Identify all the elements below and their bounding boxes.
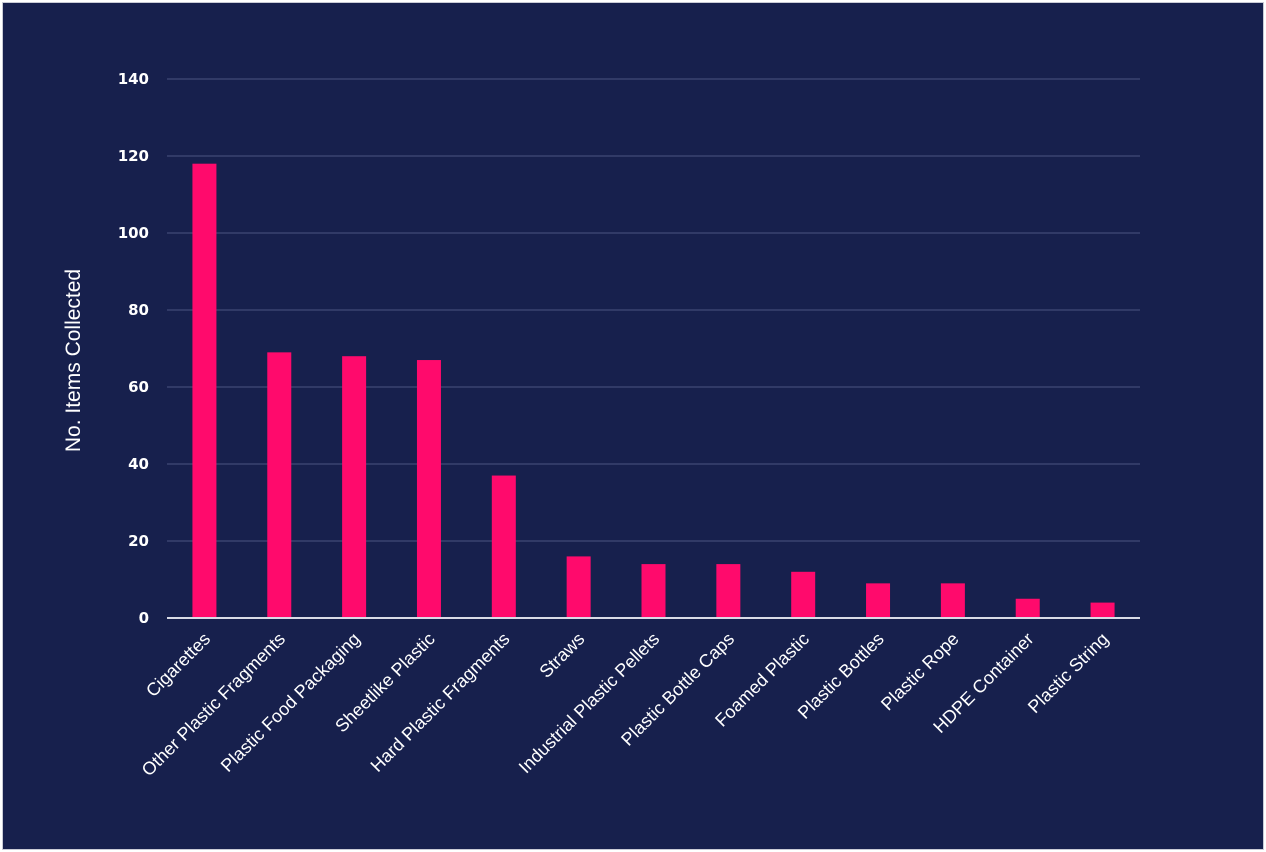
bar [342, 356, 367, 618]
bars [192, 163, 1115, 618]
bar [866, 583, 891, 618]
x-tick-label: Plastic Food Packaging [217, 629, 364, 776]
x-tick-label: Industrial Plastic Pellets [515, 629, 664, 778]
x-tick-label: Cigarettes [142, 629, 214, 701]
gridlines [167, 78, 1140, 542]
y-tick-label: 60 [128, 378, 149, 396]
x-tick-label: Plastic String [1024, 629, 1112, 717]
bar [491, 475, 516, 618]
bar [416, 360, 441, 618]
bar [267, 352, 292, 618]
x-tick-label: Hard Plastic Fragments [367, 629, 514, 776]
y-tick-label: 40 [128, 455, 149, 473]
y-axis-ticks: 0 20 40 60 80 100 120 140 [118, 70, 149, 627]
x-tick-label: Other Plastic Fragments [138, 629, 289, 780]
bar [566, 556, 591, 618]
bar [1090, 602, 1115, 618]
bar [940, 583, 965, 618]
y-tick-label: 20 [128, 532, 149, 550]
bar [716, 564, 741, 618]
y-tick-label: 80 [128, 301, 149, 319]
y-tick-label: 120 [118, 147, 149, 165]
bar [791, 571, 816, 618]
bar [1015, 598, 1040, 618]
bar [192, 163, 217, 618]
x-tick-label: Straws [535, 629, 588, 682]
y-axis-title: No. Items Collected [62, 269, 85, 452]
bar [641, 564, 666, 618]
y-tick-label: 140 [118, 70, 149, 88]
y-tick-label: 100 [118, 224, 149, 242]
y-tick-label: 0 [139, 609, 149, 627]
